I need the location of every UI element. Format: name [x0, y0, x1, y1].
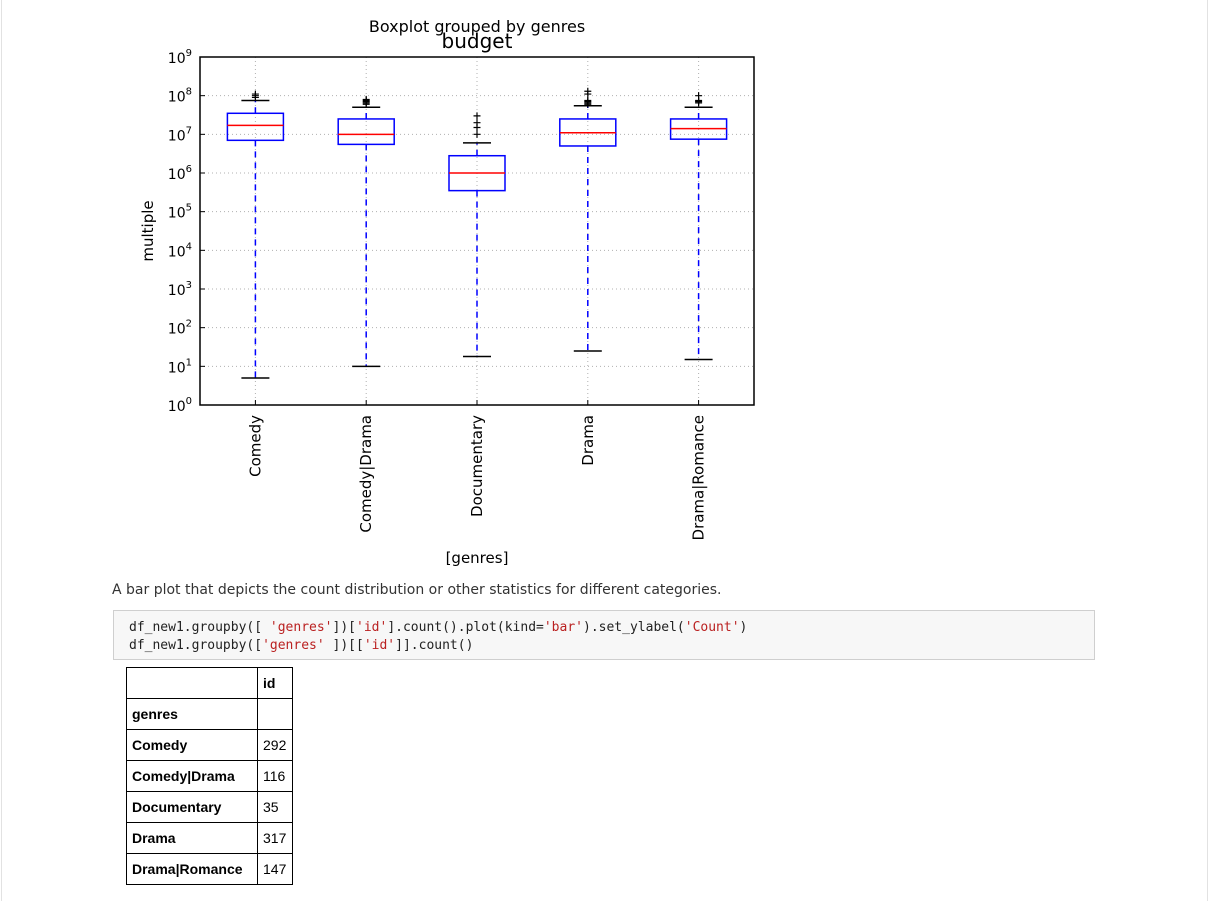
row-value: 292: [257, 729, 293, 761]
row-label: Comedy: [126, 729, 258, 761]
code-line-2: df_new1.groupby(['genres' ])[['id']].cou…: [129, 638, 474, 653]
flier-point: [362, 95, 370, 103]
y-tick-label: 106: [168, 164, 192, 183]
y-tick-label: 109: [168, 48, 192, 67]
flier-point: [251, 90, 259, 98]
box-drama: [559, 87, 617, 352]
row-value: 317: [257, 822, 293, 854]
flier-point: [473, 119, 481, 127]
x-tick-label: Documentary: [468, 415, 486, 517]
box-comedy: [226, 90, 285, 379]
y-tick-label: 104: [168, 241, 192, 260]
y-tick-label: 108: [168, 87, 192, 106]
x-tick-label: Comedy|Drama: [357, 415, 375, 533]
box-iqr: [337, 118, 395, 146]
row-label: Comedy|Drama: [126, 760, 258, 792]
flier-point: [473, 130, 481, 138]
right-border: [1207, 0, 1208, 901]
chart-suptitle: Boxplot grouped by genres: [369, 17, 585, 36]
box-iqr: [226, 112, 285, 142]
y-axis-label: multiple: [139, 200, 157, 261]
box-documentary: [448, 112, 506, 358]
code-line-1: df_new1.groupby([ 'genres'])['id'].count…: [129, 620, 748, 635]
y-tick-label: 103: [168, 280, 192, 299]
y-tick-label: 105: [168, 203, 192, 222]
row-label: Documentary: [126, 791, 258, 823]
y-tick-label: 101: [168, 357, 192, 376]
chart-title: budget: [442, 29, 513, 53]
table-header-row: id: [126, 667, 293, 699]
row-label: Drama: [126, 822, 258, 854]
corner-cell: [126, 667, 258, 699]
column-header-id: id: [257, 667, 293, 699]
x-tick-label: Drama|Romance: [690, 415, 708, 540]
box-drama-romance: [669, 92, 728, 361]
y-ticks: 100 101 102 103 104 105 106 107 108 109: [168, 48, 205, 415]
dataframe-table: id genres Comedy 292 Comedy|Drama 116 Do…: [126, 667, 293, 885]
table-row: Drama 317: [126, 822, 293, 854]
x-ticks: Comedy Comedy|Drama Documentary Drama Drama|…: [246, 400, 708, 540]
empty-cell: [257, 698, 293, 730]
y-tick-label: 107: [168, 125, 192, 144]
code-cell[interactable]: df_new1.groupby([ 'genres'])['id'].count…: [113, 610, 1095, 660]
left-border: [1, 0, 2, 901]
flier-point: [584, 87, 592, 95]
flier-point: [473, 112, 481, 120]
x-axis-label: [genres]: [446, 549, 509, 567]
index-name: genres: [126, 698, 258, 730]
box-comedy-drama: [337, 95, 395, 368]
table-index-row: genres: [126, 698, 293, 730]
grid: [200, 56, 754, 406]
x-tick-label: Drama: [579, 415, 597, 466]
row-value: 147: [257, 853, 293, 885]
flier-point: [584, 96, 592, 104]
table-row: Comedy|Drama 116: [126, 760, 293, 792]
boxes: [226, 87, 728, 379]
row-value: 35: [257, 791, 293, 823]
x-tick-label: Comedy: [246, 415, 264, 477]
table-row: Drama|Romance 147: [126, 853, 293, 885]
y-tick-label: 100: [168, 396, 192, 415]
boxplot-chart: Boxplot grouped by genres budget 1001011…: [139, 17, 755, 567]
table-row: Documentary 35: [126, 791, 293, 823]
row-label: Drama|Romance: [126, 853, 258, 885]
row-value: 116: [257, 760, 293, 792]
markdown-description: A bar plot that depicts the count distri…: [112, 582, 722, 598]
y-tick-label: 102: [168, 319, 192, 338]
flier-point: [695, 92, 703, 100]
table-row: Comedy 292: [126, 729, 293, 761]
